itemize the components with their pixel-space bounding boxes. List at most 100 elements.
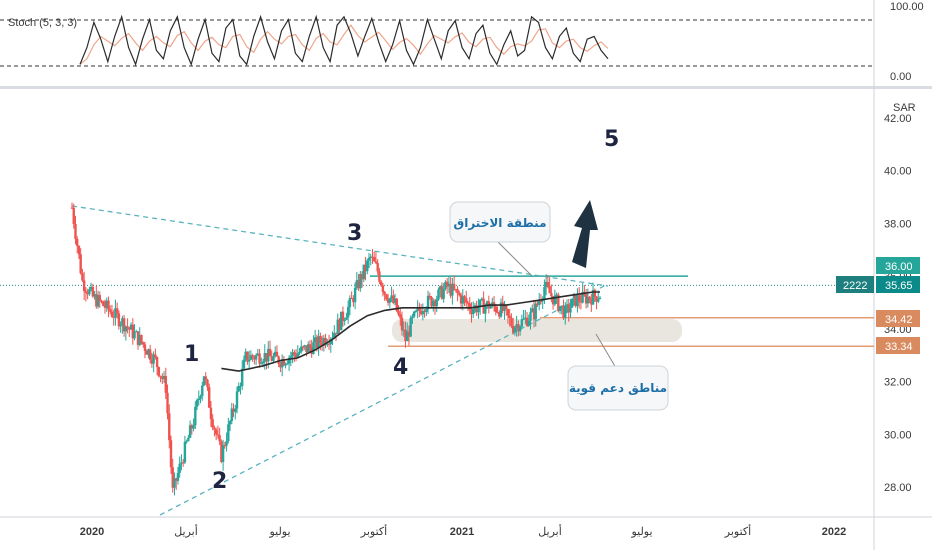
candle-body bbox=[565, 304, 569, 306]
x-tick-label: يوليو bbox=[268, 526, 290, 538]
candle-body bbox=[489, 305, 492, 309]
candle-body bbox=[373, 257, 376, 262]
stoch-lower-tick: 0.00 bbox=[890, 71, 911, 83]
candle-body bbox=[539, 301, 543, 303]
candle-body bbox=[286, 363, 289, 365]
candle-body bbox=[506, 309, 510, 316]
candle-body bbox=[577, 295, 581, 302]
candle-body bbox=[593, 289, 596, 297]
support-callout-box bbox=[567, 365, 669, 411]
candle-body bbox=[525, 317, 529, 326]
candle-body bbox=[188, 425, 192, 438]
candle-body bbox=[393, 298, 397, 303]
candle-body bbox=[406, 331, 409, 342]
current-price-badge bbox=[876, 276, 920, 293]
candle-body bbox=[142, 342, 145, 345]
candle-body bbox=[227, 424, 230, 441]
candle-body bbox=[569, 307, 572, 313]
candle-body bbox=[383, 291, 386, 295]
breakout-callout-box bbox=[449, 201, 551, 243]
candle-body bbox=[520, 319, 524, 327]
candle-body bbox=[397, 311, 400, 315]
candle-body bbox=[180, 462, 183, 464]
candle-body bbox=[508, 315, 511, 319]
candle-body bbox=[258, 353, 261, 364]
candle-body bbox=[260, 363, 263, 365]
candle-body bbox=[155, 357, 159, 368]
candle-body bbox=[308, 344, 312, 348]
candle-body bbox=[194, 406, 197, 426]
candle-body bbox=[320, 342, 324, 346]
candle-body bbox=[385, 294, 388, 300]
candle-body bbox=[208, 387, 211, 408]
candle-body bbox=[86, 292, 89, 295]
candle-body bbox=[274, 351, 277, 357]
candle-body bbox=[135, 331, 138, 333]
candle-body bbox=[445, 281, 449, 287]
candle-body bbox=[131, 324, 134, 339]
candle-body bbox=[404, 329, 407, 342]
candle-body bbox=[340, 311, 343, 331]
candle-body bbox=[136, 331, 140, 345]
ticker-badge-text: 2222 bbox=[843, 280, 867, 292]
candle-body bbox=[124, 326, 128, 332]
candle-body bbox=[235, 391, 239, 409]
candle-body bbox=[407, 331, 411, 337]
candle-body bbox=[310, 347, 313, 354]
candle-body bbox=[452, 283, 456, 290]
candle-body bbox=[468, 303, 471, 310]
candle-body bbox=[96, 295, 100, 307]
candle-body bbox=[270, 356, 273, 361]
candle-body bbox=[338, 319, 341, 331]
candle-body bbox=[447, 283, 451, 287]
candle-body bbox=[121, 318, 124, 325]
candle-body bbox=[485, 301, 489, 307]
candle-body bbox=[374, 261, 378, 264]
candle-body bbox=[230, 408, 233, 422]
candle-body bbox=[293, 352, 296, 355]
candle-body bbox=[140, 334, 143, 343]
candle-body bbox=[280, 359, 284, 368]
candle-body bbox=[560, 305, 563, 307]
candle-body bbox=[181, 462, 185, 464]
candle-body bbox=[254, 355, 258, 360]
candle-body bbox=[291, 352, 294, 357]
candle-body bbox=[517, 324, 520, 332]
candle-body bbox=[484, 306, 487, 314]
candle-body bbox=[491, 302, 494, 306]
candle-body bbox=[284, 363, 287, 366]
candle-body bbox=[128, 327, 131, 330]
stoch-k-line bbox=[79, 14, 609, 67]
candle-body bbox=[242, 359, 246, 369]
candle-body bbox=[263, 353, 266, 362]
candle-body bbox=[437, 289, 440, 300]
support-label: مناطق دعم قوية bbox=[569, 381, 667, 396]
candle-body bbox=[82, 280, 86, 292]
breakout-callout[interactable]: منطقة الاختراق bbox=[449, 201, 551, 277]
stoch-upper-tick: 100.00 bbox=[890, 1, 924, 13]
candle-body bbox=[303, 345, 306, 347]
candle-body bbox=[162, 376, 166, 380]
candle-body bbox=[147, 349, 150, 355]
support-callout[interactable]: مناطق دعم قوية bbox=[567, 333, 669, 411]
candle-body bbox=[416, 307, 419, 311]
candle-body bbox=[345, 317, 348, 320]
time-axis[interactable]: 2020 أبريل يوليو أكتوبر 2021 أبريل يوليو أكتوبر… bbox=[80, 524, 846, 538]
lower-trendline bbox=[159, 283, 609, 516]
candle-body bbox=[564, 305, 567, 319]
pane-separator[interactable] bbox=[0, 86, 932, 89]
candle-body bbox=[107, 300, 110, 310]
upper-trendline bbox=[71, 205, 609, 287]
candle-body bbox=[192, 425, 195, 429]
candle-body bbox=[418, 307, 421, 311]
candle-body bbox=[343, 319, 346, 322]
candle-body bbox=[169, 440, 173, 468]
candle-body bbox=[543, 287, 546, 299]
candle-body bbox=[414, 310, 418, 312]
y-tick-label: 42.00 bbox=[884, 113, 912, 125]
candle-body bbox=[150, 359, 154, 364]
candle-body bbox=[548, 286, 551, 294]
candle-body bbox=[296, 353, 299, 358]
